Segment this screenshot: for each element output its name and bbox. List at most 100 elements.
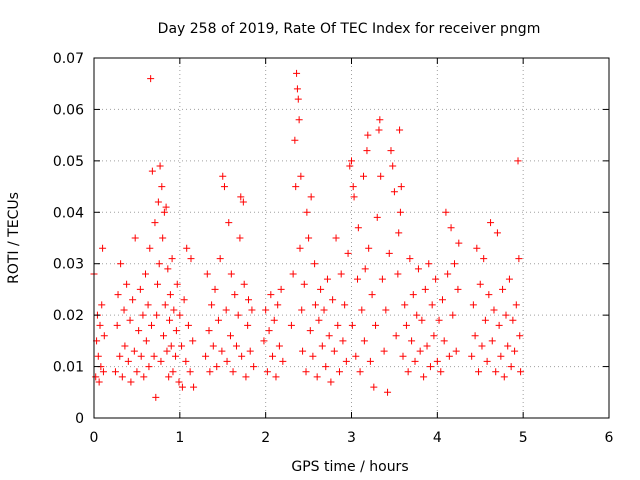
data-point xyxy=(396,208,404,216)
data-point xyxy=(507,363,515,371)
data-point xyxy=(502,311,510,319)
data-point xyxy=(231,291,239,299)
data-point xyxy=(168,255,176,263)
data-point xyxy=(180,296,188,304)
data-point xyxy=(206,368,214,376)
data-point xyxy=(156,162,164,170)
data-point xyxy=(289,270,297,278)
data-point xyxy=(387,147,395,155)
data-point xyxy=(92,373,100,381)
data-point xyxy=(452,347,460,355)
data-point xyxy=(426,363,434,371)
data-point xyxy=(173,280,181,288)
data-point xyxy=(222,306,230,314)
data-point xyxy=(451,260,458,268)
chart-title: Day 258 of 2019, Rate Of TEC Index for r… xyxy=(158,21,541,37)
data-point xyxy=(213,363,221,371)
data-point xyxy=(332,234,340,242)
data-point xyxy=(354,224,362,232)
data-point xyxy=(262,306,270,314)
data-point xyxy=(183,244,191,252)
data-point xyxy=(402,321,410,329)
x-axis-ticks: 0 1 2 3 4 5 6 xyxy=(90,58,614,446)
data-point xyxy=(166,316,174,324)
data-point xyxy=(445,352,453,360)
data-point xyxy=(380,347,388,355)
data-point xyxy=(287,321,295,329)
data-point xyxy=(158,183,166,191)
data-point xyxy=(433,357,441,365)
data-point xyxy=(492,368,500,376)
data-point xyxy=(172,352,180,360)
data-point xyxy=(302,368,310,376)
data-point xyxy=(226,332,234,340)
data-point xyxy=(413,311,421,319)
data-point xyxy=(205,327,213,335)
data-point xyxy=(99,244,107,252)
data-point xyxy=(329,296,337,304)
data-point xyxy=(117,260,125,268)
data-point xyxy=(382,306,390,314)
data-point xyxy=(116,352,124,360)
data-point xyxy=(291,136,299,144)
data-point xyxy=(178,342,186,350)
data-point xyxy=(418,316,426,324)
data-point xyxy=(236,234,244,242)
data-point xyxy=(246,347,254,355)
data-point xyxy=(244,321,252,329)
data-point xyxy=(406,255,414,263)
data-point xyxy=(161,301,169,309)
data-point xyxy=(164,265,172,273)
data-point xyxy=(182,357,190,365)
x-tick-label: 1 xyxy=(175,430,184,446)
data-point xyxy=(349,183,357,191)
data-point xyxy=(237,193,245,201)
data-point xyxy=(142,270,149,278)
y-tick-label: 0.01 xyxy=(53,360,84,376)
data-points xyxy=(90,69,525,401)
data-point xyxy=(114,291,122,299)
data-point xyxy=(473,244,481,252)
data-point xyxy=(356,368,364,376)
data-point xyxy=(148,167,156,175)
data-point xyxy=(337,270,345,278)
data-point xyxy=(499,285,507,293)
data-point xyxy=(150,352,158,360)
data-point xyxy=(295,116,303,124)
data-point xyxy=(511,347,519,355)
data-point xyxy=(100,332,108,340)
data-point xyxy=(202,352,210,360)
data-point xyxy=(130,347,138,355)
data-point xyxy=(394,270,402,278)
data-point xyxy=(504,342,512,350)
data-point xyxy=(360,172,368,180)
data-point xyxy=(311,301,319,309)
data-point xyxy=(358,306,366,314)
data-point xyxy=(260,337,268,345)
data-point xyxy=(272,373,280,381)
data-point xyxy=(392,332,400,340)
data-point xyxy=(360,337,368,345)
data-point xyxy=(480,255,488,263)
data-point xyxy=(172,327,180,335)
y-tick-label: 0 xyxy=(75,411,84,427)
data-point xyxy=(127,378,135,386)
data-point xyxy=(190,383,198,391)
data-point xyxy=(170,306,178,314)
data-point xyxy=(377,172,385,180)
data-point xyxy=(399,352,407,360)
data-point xyxy=(129,296,137,304)
data-point xyxy=(165,373,173,381)
data-point xyxy=(157,357,165,365)
data-point xyxy=(372,321,380,329)
data-point xyxy=(378,275,386,283)
data-point xyxy=(341,301,349,309)
data-point xyxy=(131,234,139,242)
data-point xyxy=(444,270,452,278)
data-point xyxy=(481,316,489,324)
data-point xyxy=(160,208,168,216)
data-point xyxy=(139,311,147,319)
data-point xyxy=(425,260,433,268)
data-point xyxy=(265,327,273,335)
data-point xyxy=(137,352,145,360)
